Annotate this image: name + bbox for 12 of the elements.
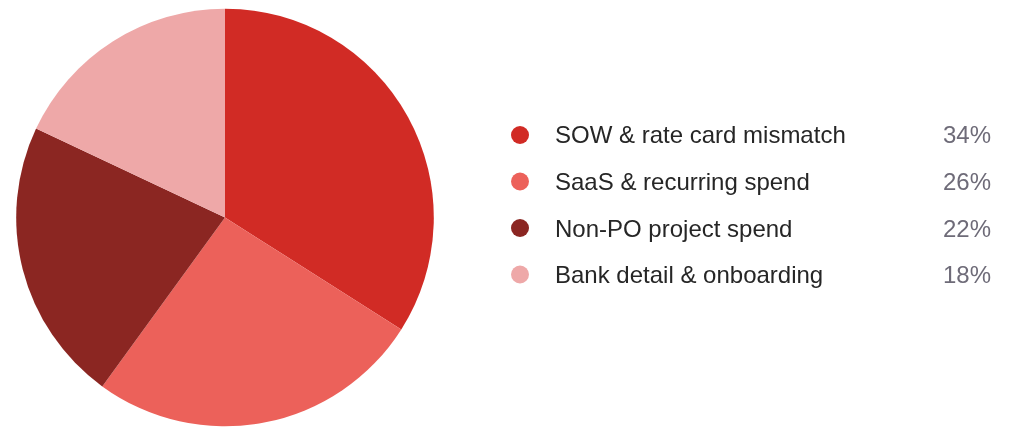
legend-label: Bank detail & onboarding <box>555 261 824 288</box>
data-label: 34% <box>943 121 992 148</box>
pie-slice <box>102 217 402 427</box>
pie-slice <box>36 8 225 218</box>
data-label: 22% <box>943 215 992 242</box>
legend-label: Non-PO project spend <box>555 215 793 242</box>
pie-slice <box>16 128 225 387</box>
data-label: 18% <box>943 261 992 288</box>
data-label: 26% <box>943 168 992 195</box>
pie-slice <box>225 8 434 330</box>
legend-label: SaaS & recurring spend <box>555 168 810 195</box>
legend-label: SOW & rate card mismatch <box>555 121 846 148</box>
